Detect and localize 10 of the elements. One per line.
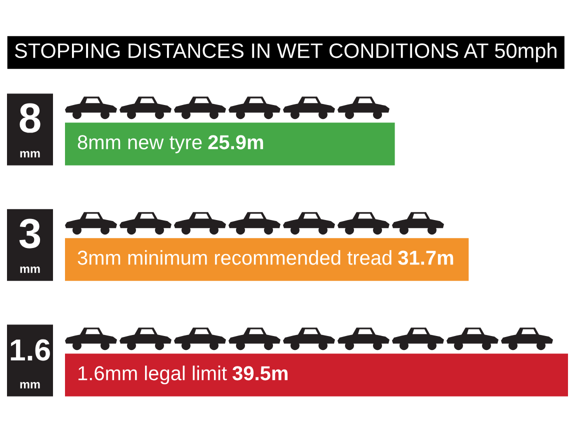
y-tick-label: 1.6 mm — [10, 339, 50, 388]
data-label: 39.5m — [232, 366, 288, 380]
annotation: 1.6mm legal limit — [78, 366, 227, 384]
data-label: 25.9m — [208, 135, 264, 150]
data-label: 31.7m — [398, 250, 454, 265]
chart-title: STOPPING DISTANCES IN WET CONDITIONS AT 50mph — [14, 42, 556, 62]
annotation: 3mm minimum recommended tread — [78, 250, 392, 265]
annotation: 8mm new tyre — [78, 135, 202, 154]
y-tick-label: 3 mm — [19, 218, 40, 273]
y-tick-label: 8 mm — [20, 103, 40, 158]
